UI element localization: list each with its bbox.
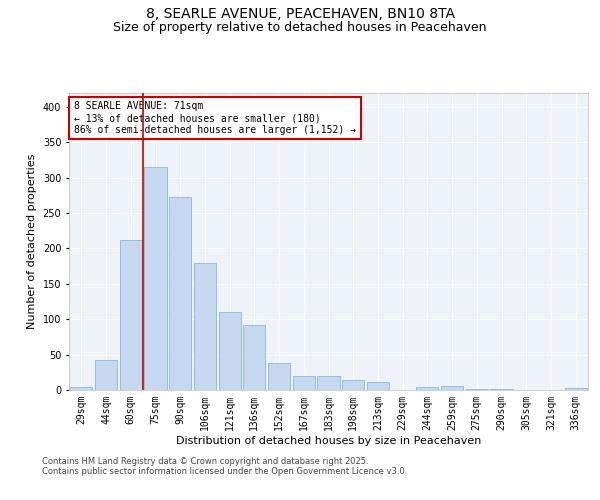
Bar xyxy=(367,382,389,390)
Bar xyxy=(119,240,142,390)
Bar xyxy=(218,312,241,390)
Bar xyxy=(95,360,117,390)
Bar xyxy=(441,386,463,390)
Bar xyxy=(293,376,315,390)
Y-axis label: Number of detached properties: Number of detached properties xyxy=(27,154,37,329)
X-axis label: Distribution of detached houses by size in Peacehaven: Distribution of detached houses by size … xyxy=(176,436,481,446)
Text: Contains public sector information licensed under the Open Government Licence v3: Contains public sector information licen… xyxy=(42,468,407,476)
Text: Contains HM Land Registry data © Crown copyright and database right 2025.: Contains HM Land Registry data © Crown c… xyxy=(42,458,368,466)
Bar xyxy=(416,387,439,390)
Bar xyxy=(169,198,191,390)
Bar xyxy=(317,376,340,390)
Text: 8, SEARLE AVENUE, PEACEHAVEN, BN10 8TA: 8, SEARLE AVENUE, PEACEHAVEN, BN10 8TA xyxy=(146,8,455,22)
Bar xyxy=(565,388,587,390)
Text: Size of property relative to detached houses in Peacehaven: Size of property relative to detached ho… xyxy=(113,21,487,34)
Bar xyxy=(243,325,265,390)
Bar xyxy=(70,387,92,390)
Text: 8 SEARLE AVENUE: 71sqm
← 13% of detached houses are smaller (180)
86% of semi-de: 8 SEARLE AVENUE: 71sqm ← 13% of detached… xyxy=(74,102,356,134)
Bar xyxy=(342,380,364,390)
Bar xyxy=(194,262,216,390)
Bar xyxy=(268,363,290,390)
Bar xyxy=(145,167,167,390)
